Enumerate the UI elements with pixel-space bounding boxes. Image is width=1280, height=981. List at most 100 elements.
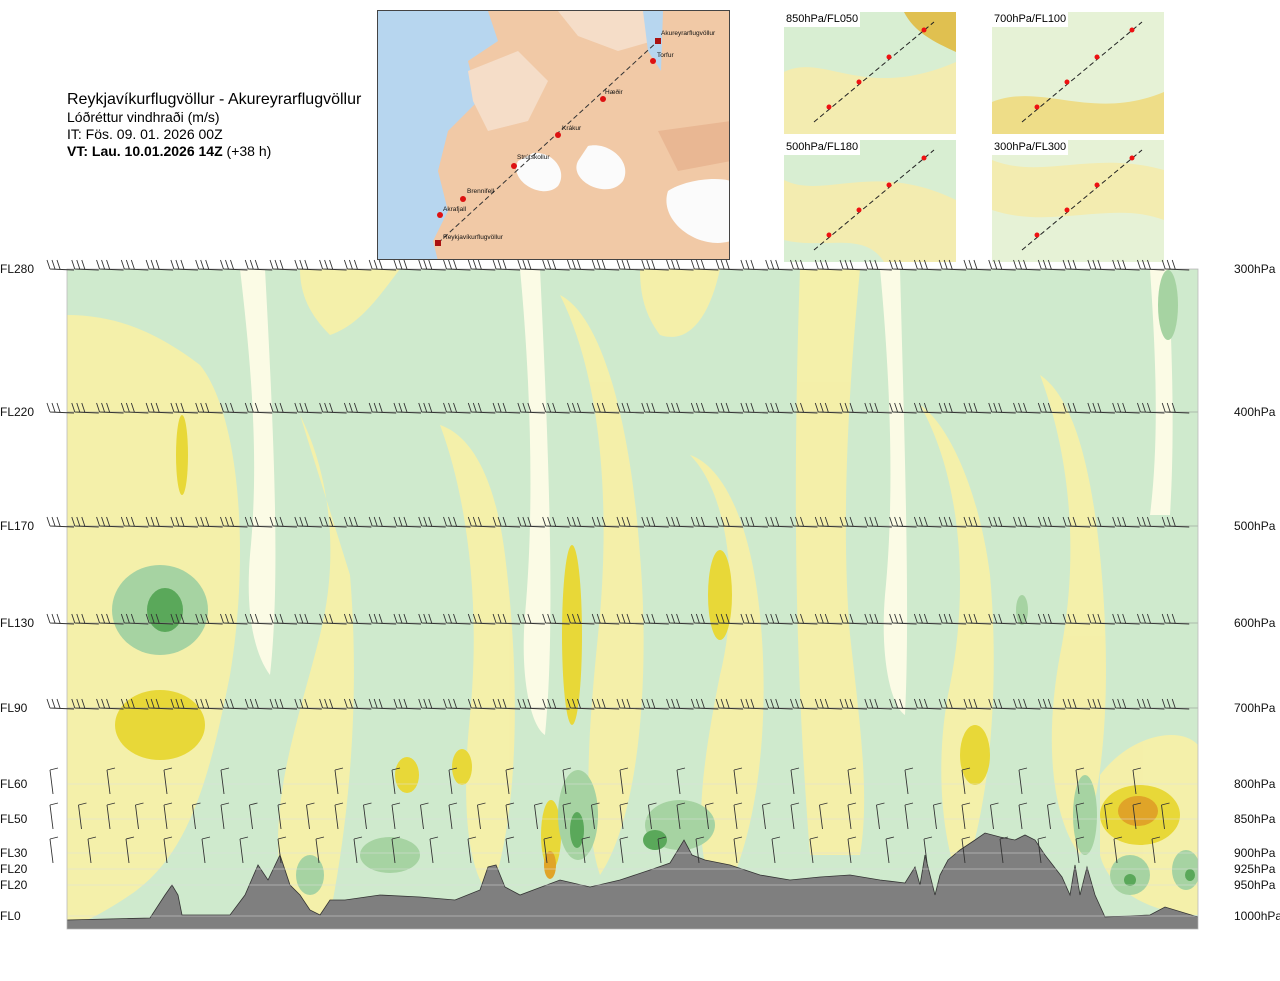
wind-barb [343,402,372,414]
wind-barb [46,402,75,414]
wind-barb [145,613,174,625]
flight-level-label: FL60 [0,777,28,791]
wind-barb [368,698,397,710]
wind-barb [477,802,486,830]
wind-barb [391,767,401,795]
wind-barb [616,613,645,625]
wind-barb [87,836,97,864]
wind-barb [765,698,793,710]
wind-barb [542,402,570,414]
wind-barb [343,259,372,271]
valid-time-line: VT: Lau. 10.01.2026 14Z (+38 h) [67,143,361,160]
wind-barb [220,802,230,830]
pressure-level-label: 400hPa [1234,405,1276,419]
wind-barb [1075,767,1085,795]
wind-barb [567,613,595,625]
wind-barb [988,613,1016,625]
wind-barb [715,516,744,528]
wind-barb [740,613,768,625]
wind-barb [71,613,99,625]
wind-barb [78,802,87,830]
thumbnail-label-850: 850hPa/FL050 [784,12,861,27]
wind-barb [294,402,322,414]
wind-barb [244,259,273,271]
wind-barb [839,698,868,710]
thumbnail-500hpa[interactable]: 500hPa/FL180 [784,140,956,262]
wind-barb [353,836,363,864]
wind-barb [988,698,1016,710]
wind-barb [1018,767,1028,795]
wind-barb [1047,802,1056,830]
wind-barb [641,516,669,528]
wind-barb [201,836,211,864]
wind-barb [1112,402,1140,414]
thumbnail-700hpa[interactable]: 700hPa/FL100 [992,12,1164,134]
flight-level-label: FL280 [0,262,34,276]
wind-barb [616,698,645,710]
wind-barb [666,259,694,271]
wind-barb [715,402,744,414]
wind-barb [1037,698,1066,710]
wind-barb [492,259,521,271]
wind-barb [705,802,714,830]
wind-barb [988,259,1016,271]
flight-level-label: FL50 [0,812,28,826]
wind-barb [913,698,942,710]
wind-barb [220,613,248,625]
wind-barb [418,613,446,625]
wind-barb [1075,836,1085,864]
wind-barb [277,767,287,795]
wind-barb [839,516,868,528]
wind-barb [239,836,249,864]
wind-barb [1013,613,1041,625]
wind-barb [368,402,397,414]
wind-barb [368,516,397,528]
pressure-level-label: 700hPa [1234,701,1276,715]
wind-barb [1137,402,1165,414]
wind-barb [269,259,298,271]
wind-barb [418,698,446,710]
wind-barb [443,516,471,528]
wind-barb [220,259,248,271]
wind-barb [1037,516,1066,528]
wind-barb [1087,402,1115,414]
wind-barb [120,698,149,710]
wind-barb [1161,402,1190,414]
wind-barb [790,698,818,710]
thumbnail-300hpa[interactable]: 300hPa/FL300 [992,140,1164,262]
wind-barb [244,698,273,710]
wind-barb [619,802,629,830]
pressure-level-label: 950hPa [1234,878,1276,892]
wind-barb [269,613,298,625]
wind-barb [49,767,59,795]
wind-barb [765,516,793,528]
pressure-level-label: 500hPa [1234,519,1276,533]
wind-barb [517,613,545,625]
wind-barb [790,767,800,795]
valid-time: VT: Lau. 10.01.2026 14Z [67,143,223,159]
wind-barb [170,516,198,528]
wind-barb [71,402,99,414]
wind-barb [641,613,669,625]
thumbnail-850hpa[interactable]: 850hPa/FL050 [784,12,956,134]
wind-barb [393,698,421,710]
wind-barb [814,613,843,625]
wind-barb [249,802,258,830]
wind-barb [567,259,595,271]
wind-barb [343,613,372,625]
wind-barb [542,516,570,528]
route-map: Akureyrarflugvöllur Torfur Hæðir Krákur … [377,10,730,260]
wind-barb [961,767,971,795]
wind-barb [591,802,600,830]
wind-barb [46,516,75,528]
wind-barb [963,259,991,271]
wind-barb [170,402,198,414]
wind-barb [315,836,325,864]
wind-barb [120,402,149,414]
wind-barb [1013,259,1041,271]
cross-section-plot: FL280 FL220 FL170 FL130 FL90 FL60 FL50 FL30 FL20… [0,259,1280,930]
wind-barb [71,516,99,528]
flight-level-label: FL220 [0,405,34,419]
wind-barb [847,767,857,795]
wind-barb [562,767,572,795]
